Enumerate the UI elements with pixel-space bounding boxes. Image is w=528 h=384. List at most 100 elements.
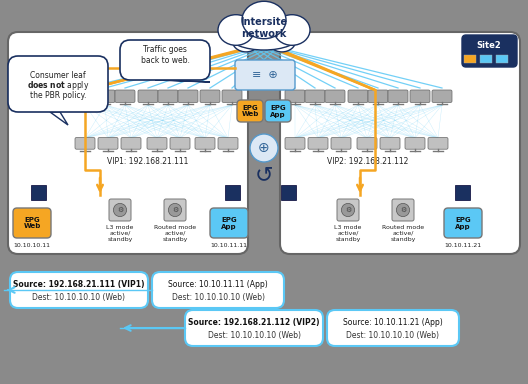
FancyBboxPatch shape (200, 90, 220, 103)
Bar (496, 55, 508, 63)
Text: EPG
App: EPG App (221, 217, 237, 230)
FancyBboxPatch shape (432, 90, 452, 103)
FancyBboxPatch shape (138, 90, 158, 103)
FancyBboxPatch shape (120, 40, 210, 80)
Text: L3 mode
active/
standby: L3 mode active/ standby (334, 225, 362, 242)
FancyBboxPatch shape (331, 137, 351, 149)
Text: EPG
Web: EPG Web (241, 104, 259, 118)
Text: Routed mode
active/
standby: Routed mode active/ standby (154, 225, 196, 242)
Ellipse shape (268, 28, 296, 52)
FancyBboxPatch shape (308, 137, 328, 149)
Text: VIP2: 192.168.21.112: VIP2: 192.168.21.112 (327, 157, 409, 167)
FancyBboxPatch shape (218, 137, 238, 149)
FancyBboxPatch shape (327, 310, 459, 346)
FancyBboxPatch shape (410, 90, 430, 103)
FancyBboxPatch shape (235, 60, 295, 90)
FancyBboxPatch shape (170, 137, 190, 149)
Text: EPG
App: EPG App (270, 104, 286, 118)
Circle shape (250, 134, 278, 162)
Polygon shape (155, 80, 210, 82)
Text: Source: 192.168.21.112 (VIP2): Source: 192.168.21.112 (VIP2) (188, 318, 320, 327)
Ellipse shape (232, 28, 260, 52)
Text: Source: 10.10.11.21 (App): Source: 10.10.11.21 (App) (343, 318, 443, 327)
Ellipse shape (242, 1, 286, 39)
FancyBboxPatch shape (158, 90, 178, 103)
FancyBboxPatch shape (222, 90, 242, 103)
Text: ⚙: ⚙ (400, 207, 406, 213)
Text: 10.10.11.21: 10.10.11.21 (445, 243, 482, 248)
Text: ⚙: ⚙ (172, 207, 178, 213)
Text: ⚙: ⚙ (345, 207, 351, 213)
FancyBboxPatch shape (115, 90, 135, 103)
FancyBboxPatch shape (147, 137, 167, 149)
Text: 10.10.10.11: 10.10.10.11 (14, 243, 51, 248)
FancyBboxPatch shape (405, 137, 425, 149)
FancyBboxPatch shape (75, 137, 95, 149)
FancyBboxPatch shape (357, 137, 377, 149)
Text: ↺: ↺ (254, 165, 274, 185)
FancyBboxPatch shape (109, 199, 131, 221)
FancyBboxPatch shape (121, 137, 141, 149)
Text: Dest: 10.10.10.10 (Web): Dest: 10.10.10.10 (Web) (172, 293, 265, 302)
Bar (224, 184, 240, 200)
FancyBboxPatch shape (285, 137, 305, 149)
FancyBboxPatch shape (462, 35, 517, 67)
FancyBboxPatch shape (265, 100, 291, 122)
Text: ⊕: ⊕ (258, 141, 270, 155)
Text: $\bf{does\ not}$ apply: $\bf{does\ not}$ apply (27, 79, 89, 93)
FancyBboxPatch shape (325, 90, 345, 103)
FancyBboxPatch shape (348, 90, 368, 103)
Text: Dest: 10.10.10.10 (Web): Dest: 10.10.10.10 (Web) (346, 331, 439, 340)
Text: EPG
App: EPG App (455, 217, 471, 230)
FancyBboxPatch shape (285, 90, 305, 103)
Ellipse shape (218, 15, 254, 45)
Bar (280, 184, 296, 200)
FancyBboxPatch shape (380, 137, 400, 149)
Ellipse shape (274, 15, 310, 45)
FancyBboxPatch shape (388, 90, 408, 103)
FancyBboxPatch shape (8, 56, 108, 112)
Text: Dest: 10.10.10.10 (Web): Dest: 10.10.10.10 (Web) (33, 293, 126, 302)
Bar (455, 184, 469, 200)
FancyBboxPatch shape (428, 137, 448, 149)
FancyBboxPatch shape (178, 90, 198, 103)
Text: Dest: 10.10.10.10 (Web): Dest: 10.10.10.10 (Web) (208, 331, 300, 340)
FancyBboxPatch shape (75, 90, 95, 103)
FancyBboxPatch shape (368, 90, 388, 103)
FancyBboxPatch shape (10, 272, 148, 308)
FancyBboxPatch shape (210, 208, 248, 238)
FancyBboxPatch shape (444, 208, 482, 238)
Text: VIP1: 192.168.21.111: VIP1: 192.168.21.111 (107, 157, 188, 167)
FancyBboxPatch shape (195, 137, 215, 149)
Text: Site2: Site2 (477, 41, 502, 51)
Text: 10.10.11.11: 10.10.11.11 (211, 243, 248, 248)
Text: Intersite
network: Intersite network (240, 17, 288, 39)
Bar (31, 184, 45, 200)
FancyBboxPatch shape (98, 137, 118, 149)
Text: Source: 10.10.11.11 (App): Source: 10.10.11.11 (App) (168, 280, 268, 289)
FancyBboxPatch shape (164, 199, 186, 221)
FancyBboxPatch shape (8, 32, 248, 254)
FancyBboxPatch shape (185, 310, 323, 346)
Text: Traffic goes
back to web.: Traffic goes back to web. (140, 45, 190, 65)
Text: Consumer leaf: Consumer leaf (30, 71, 86, 81)
FancyBboxPatch shape (280, 32, 520, 254)
FancyBboxPatch shape (237, 100, 263, 122)
Text: the PBR policy.: the PBR policy. (30, 91, 86, 101)
FancyBboxPatch shape (337, 199, 359, 221)
FancyBboxPatch shape (152, 272, 284, 308)
FancyBboxPatch shape (13, 208, 51, 238)
Circle shape (114, 204, 127, 217)
Polygon shape (50, 112, 68, 125)
FancyBboxPatch shape (392, 199, 414, 221)
Text: Routed mode
active/
standby: Routed mode active/ standby (382, 225, 424, 242)
Text: L3 mode
active/
standby: L3 mode active/ standby (106, 225, 134, 242)
Text: ≡  ⊕: ≡ ⊕ (252, 70, 278, 80)
Text: EPG
Web: EPG Web (23, 217, 41, 230)
Circle shape (168, 204, 182, 217)
Circle shape (397, 204, 410, 217)
Bar (464, 55, 476, 63)
Text: ⚙: ⚙ (117, 207, 123, 213)
FancyBboxPatch shape (305, 90, 325, 103)
Ellipse shape (229, 22, 299, 50)
